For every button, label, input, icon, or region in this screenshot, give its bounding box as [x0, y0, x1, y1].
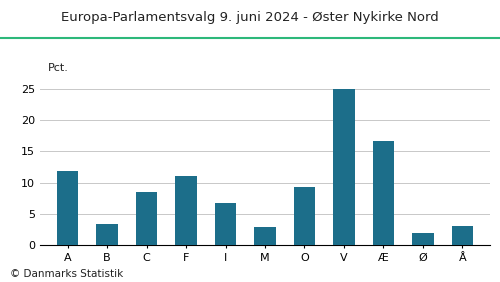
Bar [372, 141, 394, 245]
Bar [294, 187, 316, 245]
Bar [136, 192, 158, 245]
Text: Pct.: Pct. [48, 63, 69, 73]
Text: Europa-Parlamentsvalg 9. juni 2024 - Øster Nykirke Nord: Europa-Parlamentsvalg 9. juni 2024 - Øst… [61, 11, 439, 24]
Bar [175, 176, 197, 245]
Text: © Danmarks Statistik: © Danmarks Statistik [10, 269, 123, 279]
Bar [412, 233, 434, 245]
Bar [452, 226, 473, 245]
Bar [57, 171, 78, 245]
Bar [214, 203, 236, 245]
Bar [254, 227, 276, 245]
Bar [333, 89, 355, 245]
Bar [96, 224, 118, 245]
